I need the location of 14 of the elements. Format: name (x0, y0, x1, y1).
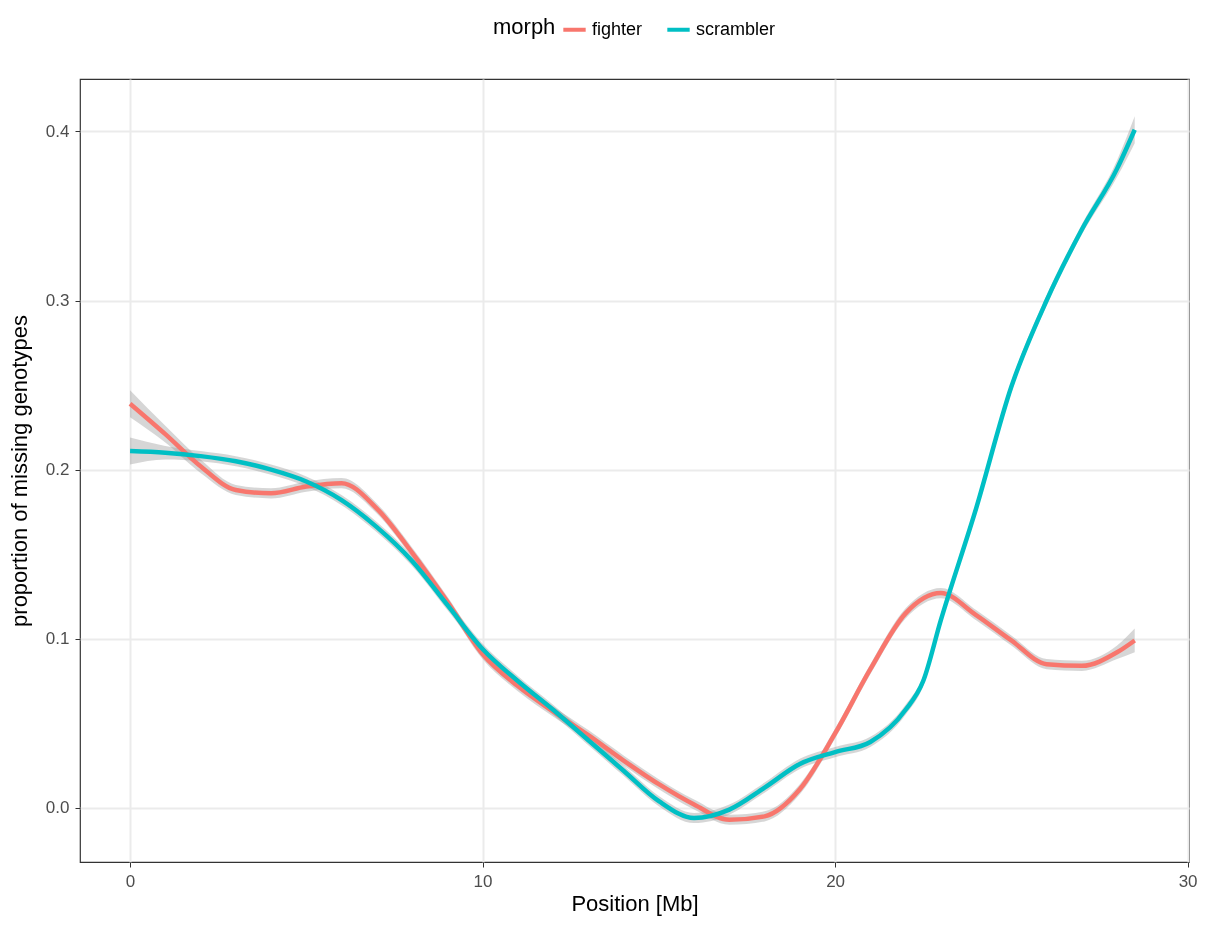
x-tick-label: 10 (473, 871, 493, 891)
x-tick-label: 0 (125, 871, 136, 891)
x-tick-label: 30 (1178, 871, 1198, 891)
y-tick-label: 0.1 (45, 629, 70, 649)
y-tick-label: 0.3 (45, 291, 70, 311)
x-tick-label: 20 (826, 871, 846, 891)
legend-label: scrambler (696, 18, 776, 39)
legend-title: morph (493, 14, 556, 39)
x-axis-title: Position [Mb] (571, 890, 699, 916)
legend-label: fighter (592, 18, 643, 39)
y-tick-label: 0.4 (45, 121, 70, 141)
y-tick-label: 0.2 (45, 460, 70, 480)
y-tick-label: 0.0 (45, 798, 70, 818)
y-axis-title: proportion of missing genotypes (6, 315, 32, 627)
